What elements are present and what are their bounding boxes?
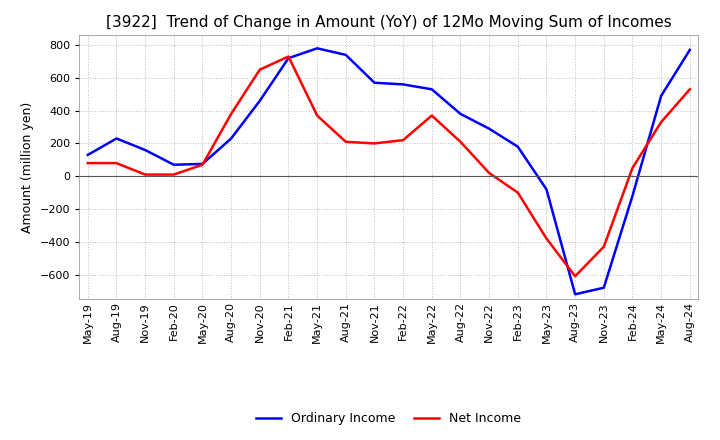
Net Income (256, 67, 264, 72)
Net Income (370, 141, 379, 146)
Ordinary Income (141, 147, 150, 153)
Net Income (600, 244, 608, 249)
Net Income (542, 236, 551, 241)
Ordinary Income (685, 48, 694, 53)
Net Income (456, 139, 465, 144)
Legend: Ordinary Income, Net Income: Ordinary Income, Net Income (251, 407, 526, 430)
Line: Net Income: Net Income (88, 56, 690, 276)
Ordinary Income (284, 55, 293, 61)
Ordinary Income (456, 111, 465, 117)
Net Income (227, 111, 235, 117)
Title: [3922]  Trend of Change in Amount (YoY) of 12Mo Moving Sum of Incomes: [3922] Trend of Change in Amount (YoY) o… (106, 15, 672, 30)
Net Income (571, 274, 580, 279)
Ordinary Income (542, 187, 551, 192)
Ordinary Income (227, 136, 235, 141)
Ordinary Income (341, 52, 350, 58)
Ordinary Income (312, 46, 321, 51)
Net Income (284, 54, 293, 59)
Ordinary Income (428, 87, 436, 92)
Ordinary Income (169, 162, 178, 167)
Net Income (685, 87, 694, 92)
Net Income (112, 161, 121, 166)
Net Income (341, 139, 350, 144)
Net Income (485, 170, 493, 176)
Net Income (312, 113, 321, 118)
Net Income (428, 113, 436, 118)
Net Income (169, 172, 178, 177)
Ordinary Income (256, 98, 264, 103)
Ordinary Income (571, 292, 580, 297)
Ordinary Income (485, 126, 493, 131)
Y-axis label: Amount (million yen): Amount (million yen) (21, 102, 34, 233)
Ordinary Income (112, 136, 121, 141)
Net Income (84, 161, 92, 166)
Line: Ordinary Income: Ordinary Income (88, 48, 690, 294)
Net Income (399, 138, 408, 143)
Net Income (198, 162, 207, 167)
Ordinary Income (600, 285, 608, 290)
Ordinary Income (513, 144, 522, 149)
Ordinary Income (84, 152, 92, 158)
Ordinary Income (399, 82, 408, 87)
Net Income (628, 165, 636, 171)
Net Income (657, 120, 665, 125)
Ordinary Income (198, 161, 207, 167)
Ordinary Income (628, 193, 636, 198)
Ordinary Income (370, 80, 379, 85)
Net Income (141, 172, 150, 177)
Ordinary Income (657, 93, 665, 99)
Net Income (513, 190, 522, 195)
